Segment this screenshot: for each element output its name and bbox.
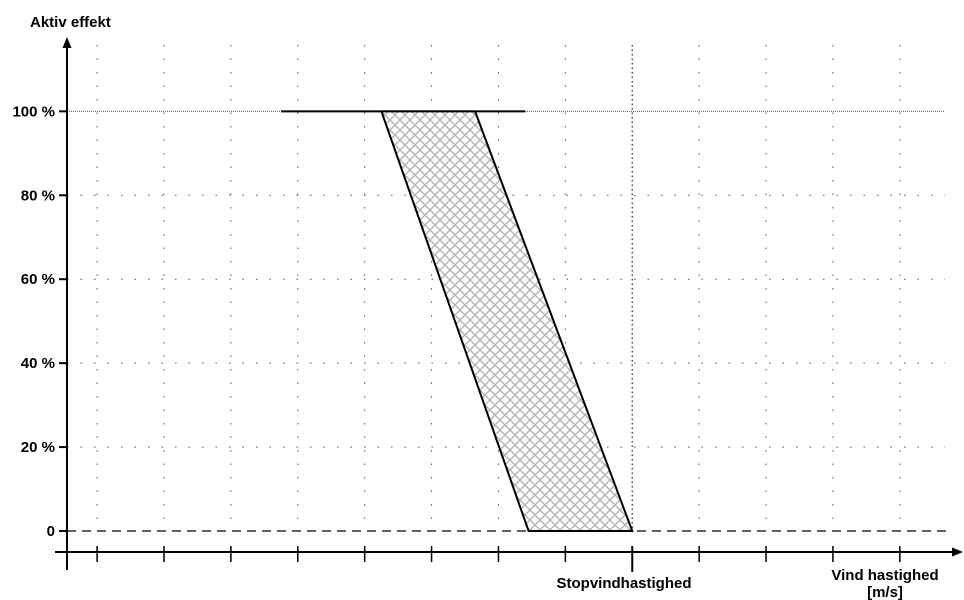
hatched-band: [379, 110, 634, 533]
x-axis-title-line-2: [m/s]: [867, 584, 903, 600]
y-axis-arrow: [62, 37, 72, 48]
x-axis-arrow: [952, 547, 963, 557]
y-tick-label: 0: [47, 523, 55, 540]
stop-wind-label: Stopvindhastighed: [557, 575, 692, 592]
y-tick-label: 20 %: [21, 439, 55, 456]
y-axis-title: Aktiv effekt: [30, 14, 111, 31]
x-axis-title-line-1: Vind hastighed: [831, 567, 938, 584]
y-tick-label: 80 %: [21, 187, 55, 204]
y-tick-label: 60 %: [21, 271, 55, 288]
label-layer: Aktiv effekt Vind hastighed [m/s] Stopvi…: [12, 14, 938, 600]
y-tick-label: 40 %: [21, 355, 55, 372]
y-tick-label: 100 %: [12, 103, 55, 120]
axis-layer: [55, 37, 963, 572]
band-layer: [67, 110, 950, 533]
